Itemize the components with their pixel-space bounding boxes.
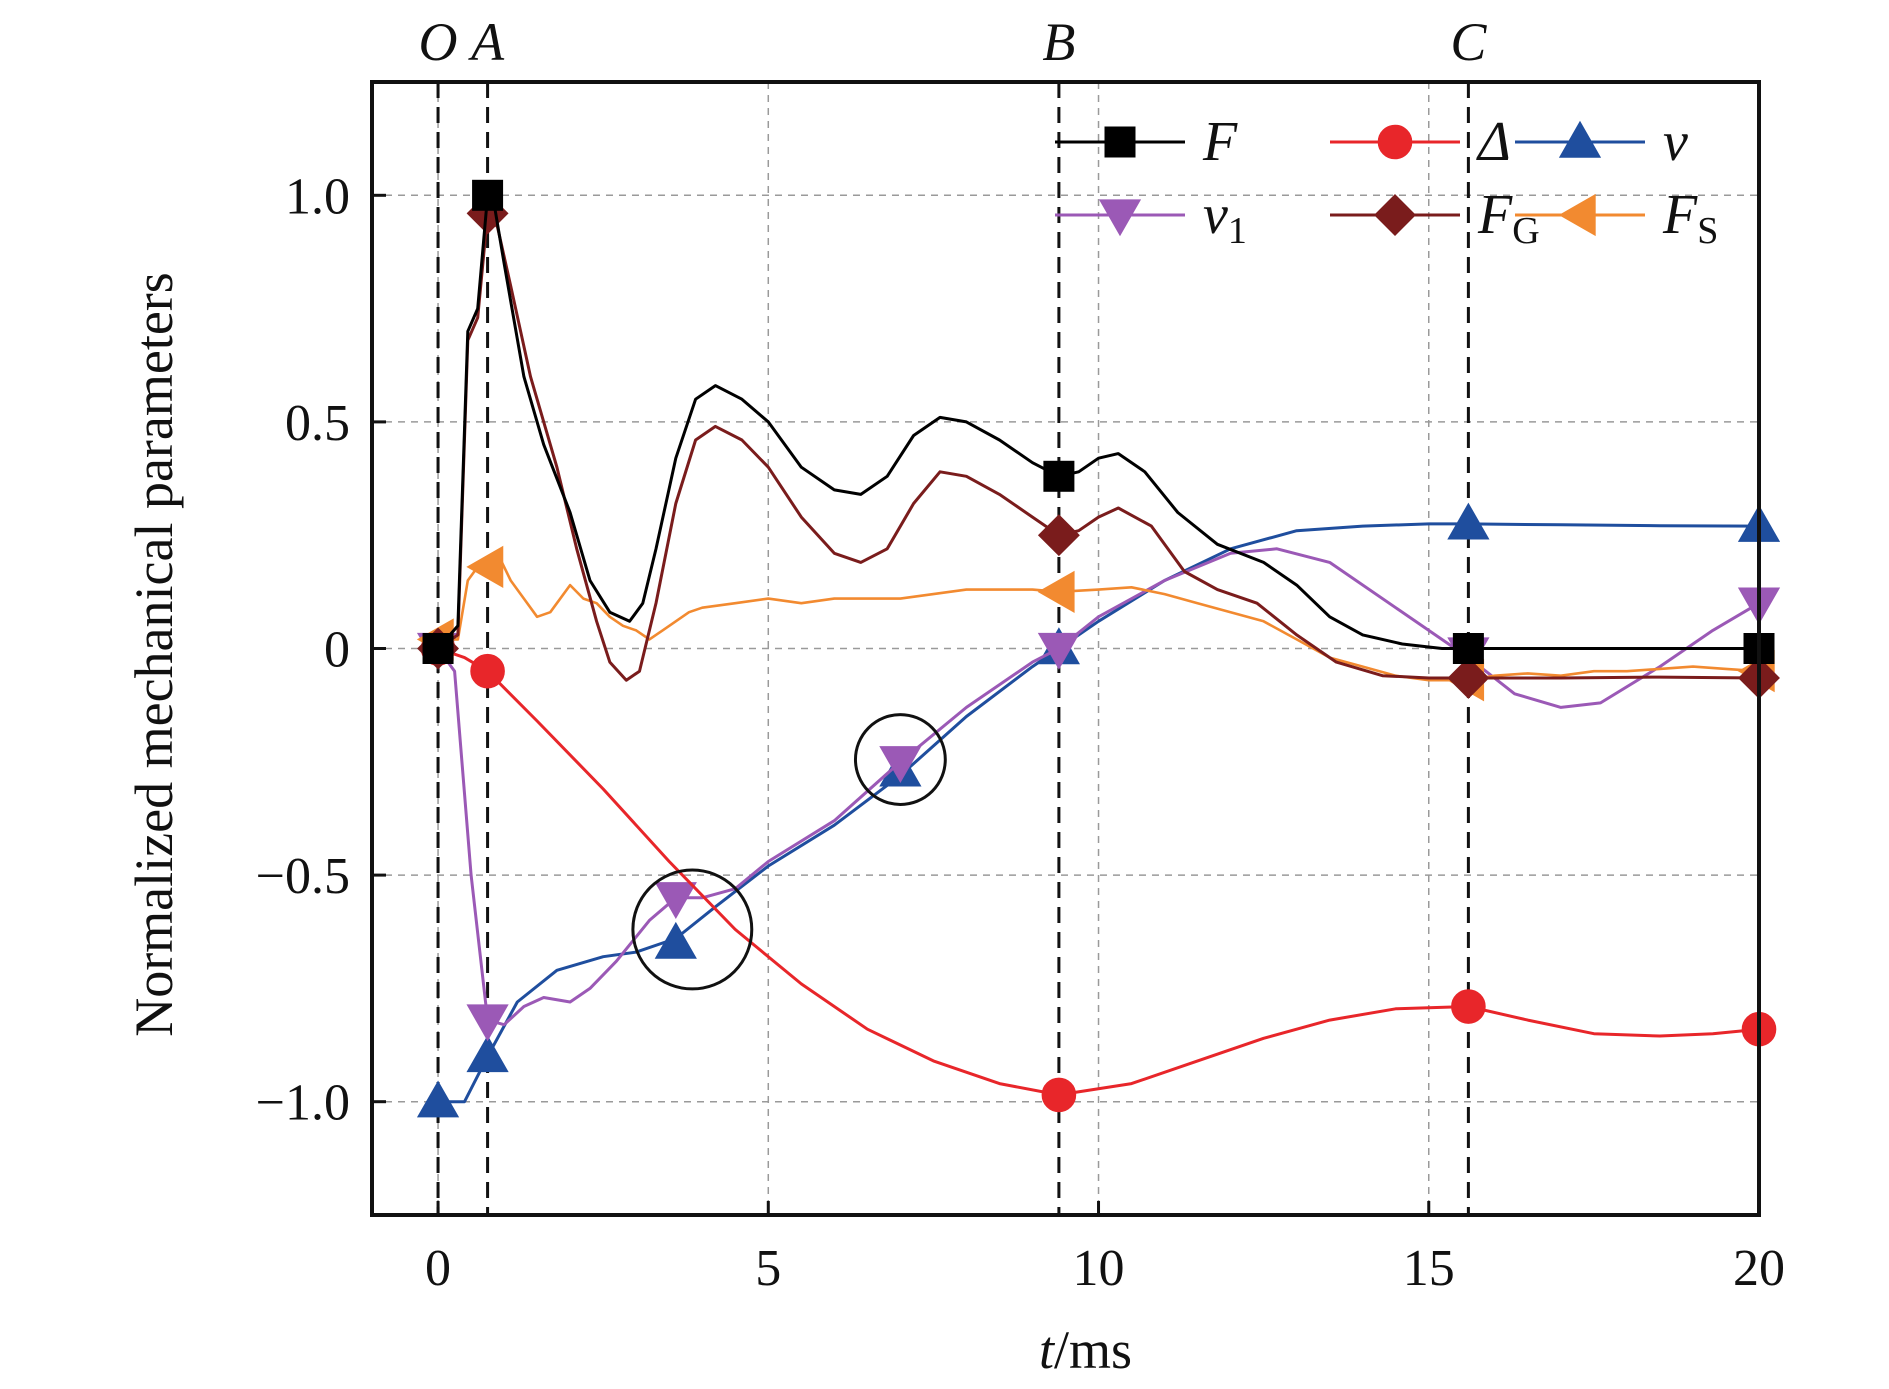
x-tick-label: 0	[425, 1240, 451, 1297]
series-Δ-line	[437, 647, 1760, 1097]
legend-v1-name: v	[1203, 184, 1228, 246]
series-v-marker	[654, 921, 697, 959]
legend-FG: FG	[1330, 184, 1540, 252]
event-label-O: O	[419, 12, 458, 72]
legend-v1-subscript: 1	[1228, 210, 1247, 252]
legend-v1-label: v1	[1203, 184, 1247, 252]
series-Δ-marker	[1041, 1077, 1077, 1113]
series-v1-marker	[1037, 632, 1081, 670]
y-tick-label: 1.0	[285, 168, 350, 225]
legend-Δ: Δ	[1330, 111, 1511, 173]
series-v-marker	[466, 1035, 509, 1073]
legend-FS: FS	[1515, 184, 1718, 252]
event-label-C: C	[1450, 12, 1487, 72]
x-tick-label: 20	[1733, 1240, 1785, 1297]
series-v1-marker	[654, 882, 697, 920]
axis-ticks: 0 5 10 15 20 −1.0 −0.5 0 0.5 1.0	[256, 168, 1785, 1297]
legend-v-name: v	[1663, 111, 1688, 173]
legend-v-label: v	[1663, 111, 1688, 173]
event-label-B: B	[1042, 12, 1075, 72]
series-Δ-marker	[470, 653, 505, 689]
series-v1-marker	[466, 1004, 509, 1042]
series-v1-marker	[879, 746, 922, 784]
x-axis-title-unit: /ms	[1054, 1320, 1132, 1380]
series-Δ	[420, 631, 1777, 1113]
series-group	[416, 179, 1781, 1118]
legend-Δ-name: Δ	[1476, 111, 1511, 173]
legend-FS-name: F	[1662, 184, 1698, 246]
series-FG-marker	[1447, 657, 1490, 699]
series-F-marker	[1452, 633, 1484, 664]
legend-Δ-label: Δ	[1476, 111, 1511, 173]
series-FG-marker	[1037, 514, 1080, 557]
legend-v1-marker	[1098, 199, 1142, 237]
legend-FS-label: FS	[1662, 184, 1718, 252]
legend-FG-subscript: G	[1512, 210, 1539, 252]
y-tick-label: 0	[324, 622, 350, 679]
legend-FG-marker	[1374, 194, 1416, 236]
legend-FG-name: F	[1477, 184, 1513, 246]
legend-F-label: F	[1202, 111, 1238, 173]
series-Δ-marker	[1451, 989, 1486, 1024]
y-tick-label: 0.5	[285, 395, 350, 452]
x-tick-label: 10	[1073, 1240, 1125, 1297]
annotation-circle	[631, 868, 754, 991]
series-F	[422, 179, 1775, 664]
legend-v-marker	[1558, 120, 1602, 158]
legend-FG-label: FG	[1477, 184, 1540, 252]
x-axis-title-var: t	[1039, 1320, 1056, 1380]
y-axis-title: Normalized mechanical parameters	[124, 272, 184, 1037]
legend-FS-subscript: S	[1697, 210, 1718, 252]
x-axis-title: t/ms	[1039, 1320, 1132, 1380]
annotations	[631, 713, 947, 991]
y-tick-label: −1.0	[256, 1075, 350, 1132]
legend-v: v	[1515, 111, 1688, 173]
series-FS-marker	[466, 545, 504, 589]
series-F-line	[436, 193, 1759, 650]
y-tick-label: −0.5	[256, 848, 350, 905]
event-label-A: A	[468, 12, 505, 72]
x-tick-label: 5	[755, 1240, 781, 1297]
series-v-marker	[1447, 502, 1490, 540]
legend-F-name: F	[1202, 111, 1238, 173]
legend-Δ-marker	[1377, 124, 1413, 160]
series-F-marker	[1043, 460, 1075, 492]
annotation-circle	[853, 713, 947, 806]
legend-FS-marker	[1558, 193, 1596, 237]
series-F-marker	[422, 633, 454, 664]
series-v-marker	[416, 1080, 460, 1118]
series-FS-marker	[1037, 570, 1075, 613]
x-tick-label: 15	[1403, 1240, 1455, 1297]
legend-F: F	[1055, 111, 1238, 173]
legend-F-marker	[1104, 126, 1136, 158]
legend-v1: v1	[1055, 184, 1247, 252]
series-v-line	[438, 522, 1760, 1104]
series-F-marker	[472, 179, 504, 211]
series-FG-line	[437, 211, 1760, 682]
